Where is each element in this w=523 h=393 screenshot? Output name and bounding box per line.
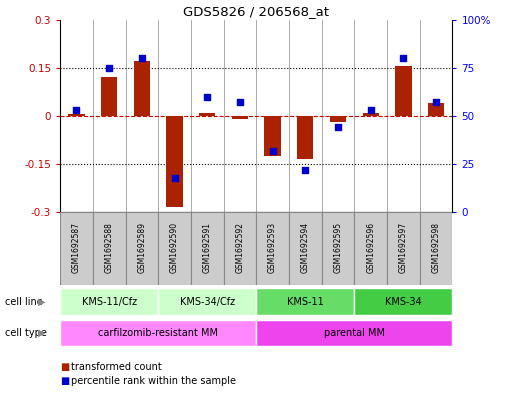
Text: ▶: ▶ <box>38 297 45 307</box>
FancyBboxPatch shape <box>60 320 256 346</box>
FancyBboxPatch shape <box>419 212 452 285</box>
Text: parental MM: parental MM <box>324 328 385 338</box>
Text: GSM1692592: GSM1692592 <box>235 222 244 273</box>
Text: cell line: cell line <box>5 297 43 307</box>
Point <box>367 107 375 113</box>
Point <box>138 55 146 61</box>
FancyBboxPatch shape <box>158 212 191 285</box>
FancyBboxPatch shape <box>93 212 126 285</box>
Bar <box>101 77 117 116</box>
Bar <box>362 113 379 116</box>
FancyBboxPatch shape <box>60 212 93 285</box>
Point <box>170 174 179 181</box>
Text: cell type: cell type <box>5 328 47 338</box>
Bar <box>330 116 346 122</box>
FancyBboxPatch shape <box>355 288 452 315</box>
Text: transformed count: transformed count <box>71 362 162 373</box>
FancyBboxPatch shape <box>126 212 158 285</box>
FancyBboxPatch shape <box>355 212 387 285</box>
Text: GSM1692597: GSM1692597 <box>399 222 408 273</box>
Title: GDS5826 / 206568_at: GDS5826 / 206568_at <box>183 6 329 18</box>
Text: ■: ■ <box>60 376 70 386</box>
Text: KMS-11: KMS-11 <box>287 297 324 307</box>
Text: GSM1692589: GSM1692589 <box>138 222 146 273</box>
Text: GSM1692587: GSM1692587 <box>72 222 81 273</box>
FancyBboxPatch shape <box>289 212 322 285</box>
Text: carfilzomib-resistant MM: carfilzomib-resistant MM <box>98 328 218 338</box>
Text: KMS-34/Cfz: KMS-34/Cfz <box>180 297 235 307</box>
FancyBboxPatch shape <box>191 212 224 285</box>
Bar <box>134 61 150 116</box>
Bar <box>297 116 313 159</box>
FancyBboxPatch shape <box>322 212 355 285</box>
Text: GSM1692593: GSM1692593 <box>268 222 277 273</box>
Point <box>72 107 81 113</box>
Text: percentile rank within the sample: percentile rank within the sample <box>71 376 235 386</box>
Text: GSM1692598: GSM1692598 <box>431 222 440 273</box>
Text: KMS-11/Cfz: KMS-11/Cfz <box>82 297 137 307</box>
FancyBboxPatch shape <box>256 288 355 315</box>
Text: GSM1692594: GSM1692594 <box>301 222 310 273</box>
Point <box>334 124 342 130</box>
Point <box>301 167 310 173</box>
Bar <box>232 116 248 119</box>
FancyBboxPatch shape <box>256 320 452 346</box>
Text: ■: ■ <box>60 362 70 373</box>
Point <box>432 99 440 106</box>
Text: GSM1692595: GSM1692595 <box>334 222 343 273</box>
Bar <box>265 116 281 156</box>
FancyBboxPatch shape <box>60 288 158 315</box>
Point <box>203 94 211 100</box>
Text: GSM1692591: GSM1692591 <box>203 222 212 273</box>
Bar <box>199 113 215 116</box>
Point <box>399 55 407 61</box>
Point <box>268 147 277 154</box>
Text: KMS-34: KMS-34 <box>385 297 422 307</box>
Point <box>105 64 113 71</box>
Bar <box>395 66 412 116</box>
Point <box>236 99 244 106</box>
Text: GSM1692596: GSM1692596 <box>366 222 375 273</box>
FancyBboxPatch shape <box>158 288 256 315</box>
FancyBboxPatch shape <box>224 212 256 285</box>
Text: GSM1692590: GSM1692590 <box>170 222 179 273</box>
Bar <box>166 116 183 208</box>
Text: GSM1692588: GSM1692588 <box>105 222 113 273</box>
FancyBboxPatch shape <box>387 212 419 285</box>
Bar <box>428 103 444 116</box>
FancyBboxPatch shape <box>256 212 289 285</box>
Text: ▶: ▶ <box>38 328 45 338</box>
Bar <box>69 114 85 116</box>
